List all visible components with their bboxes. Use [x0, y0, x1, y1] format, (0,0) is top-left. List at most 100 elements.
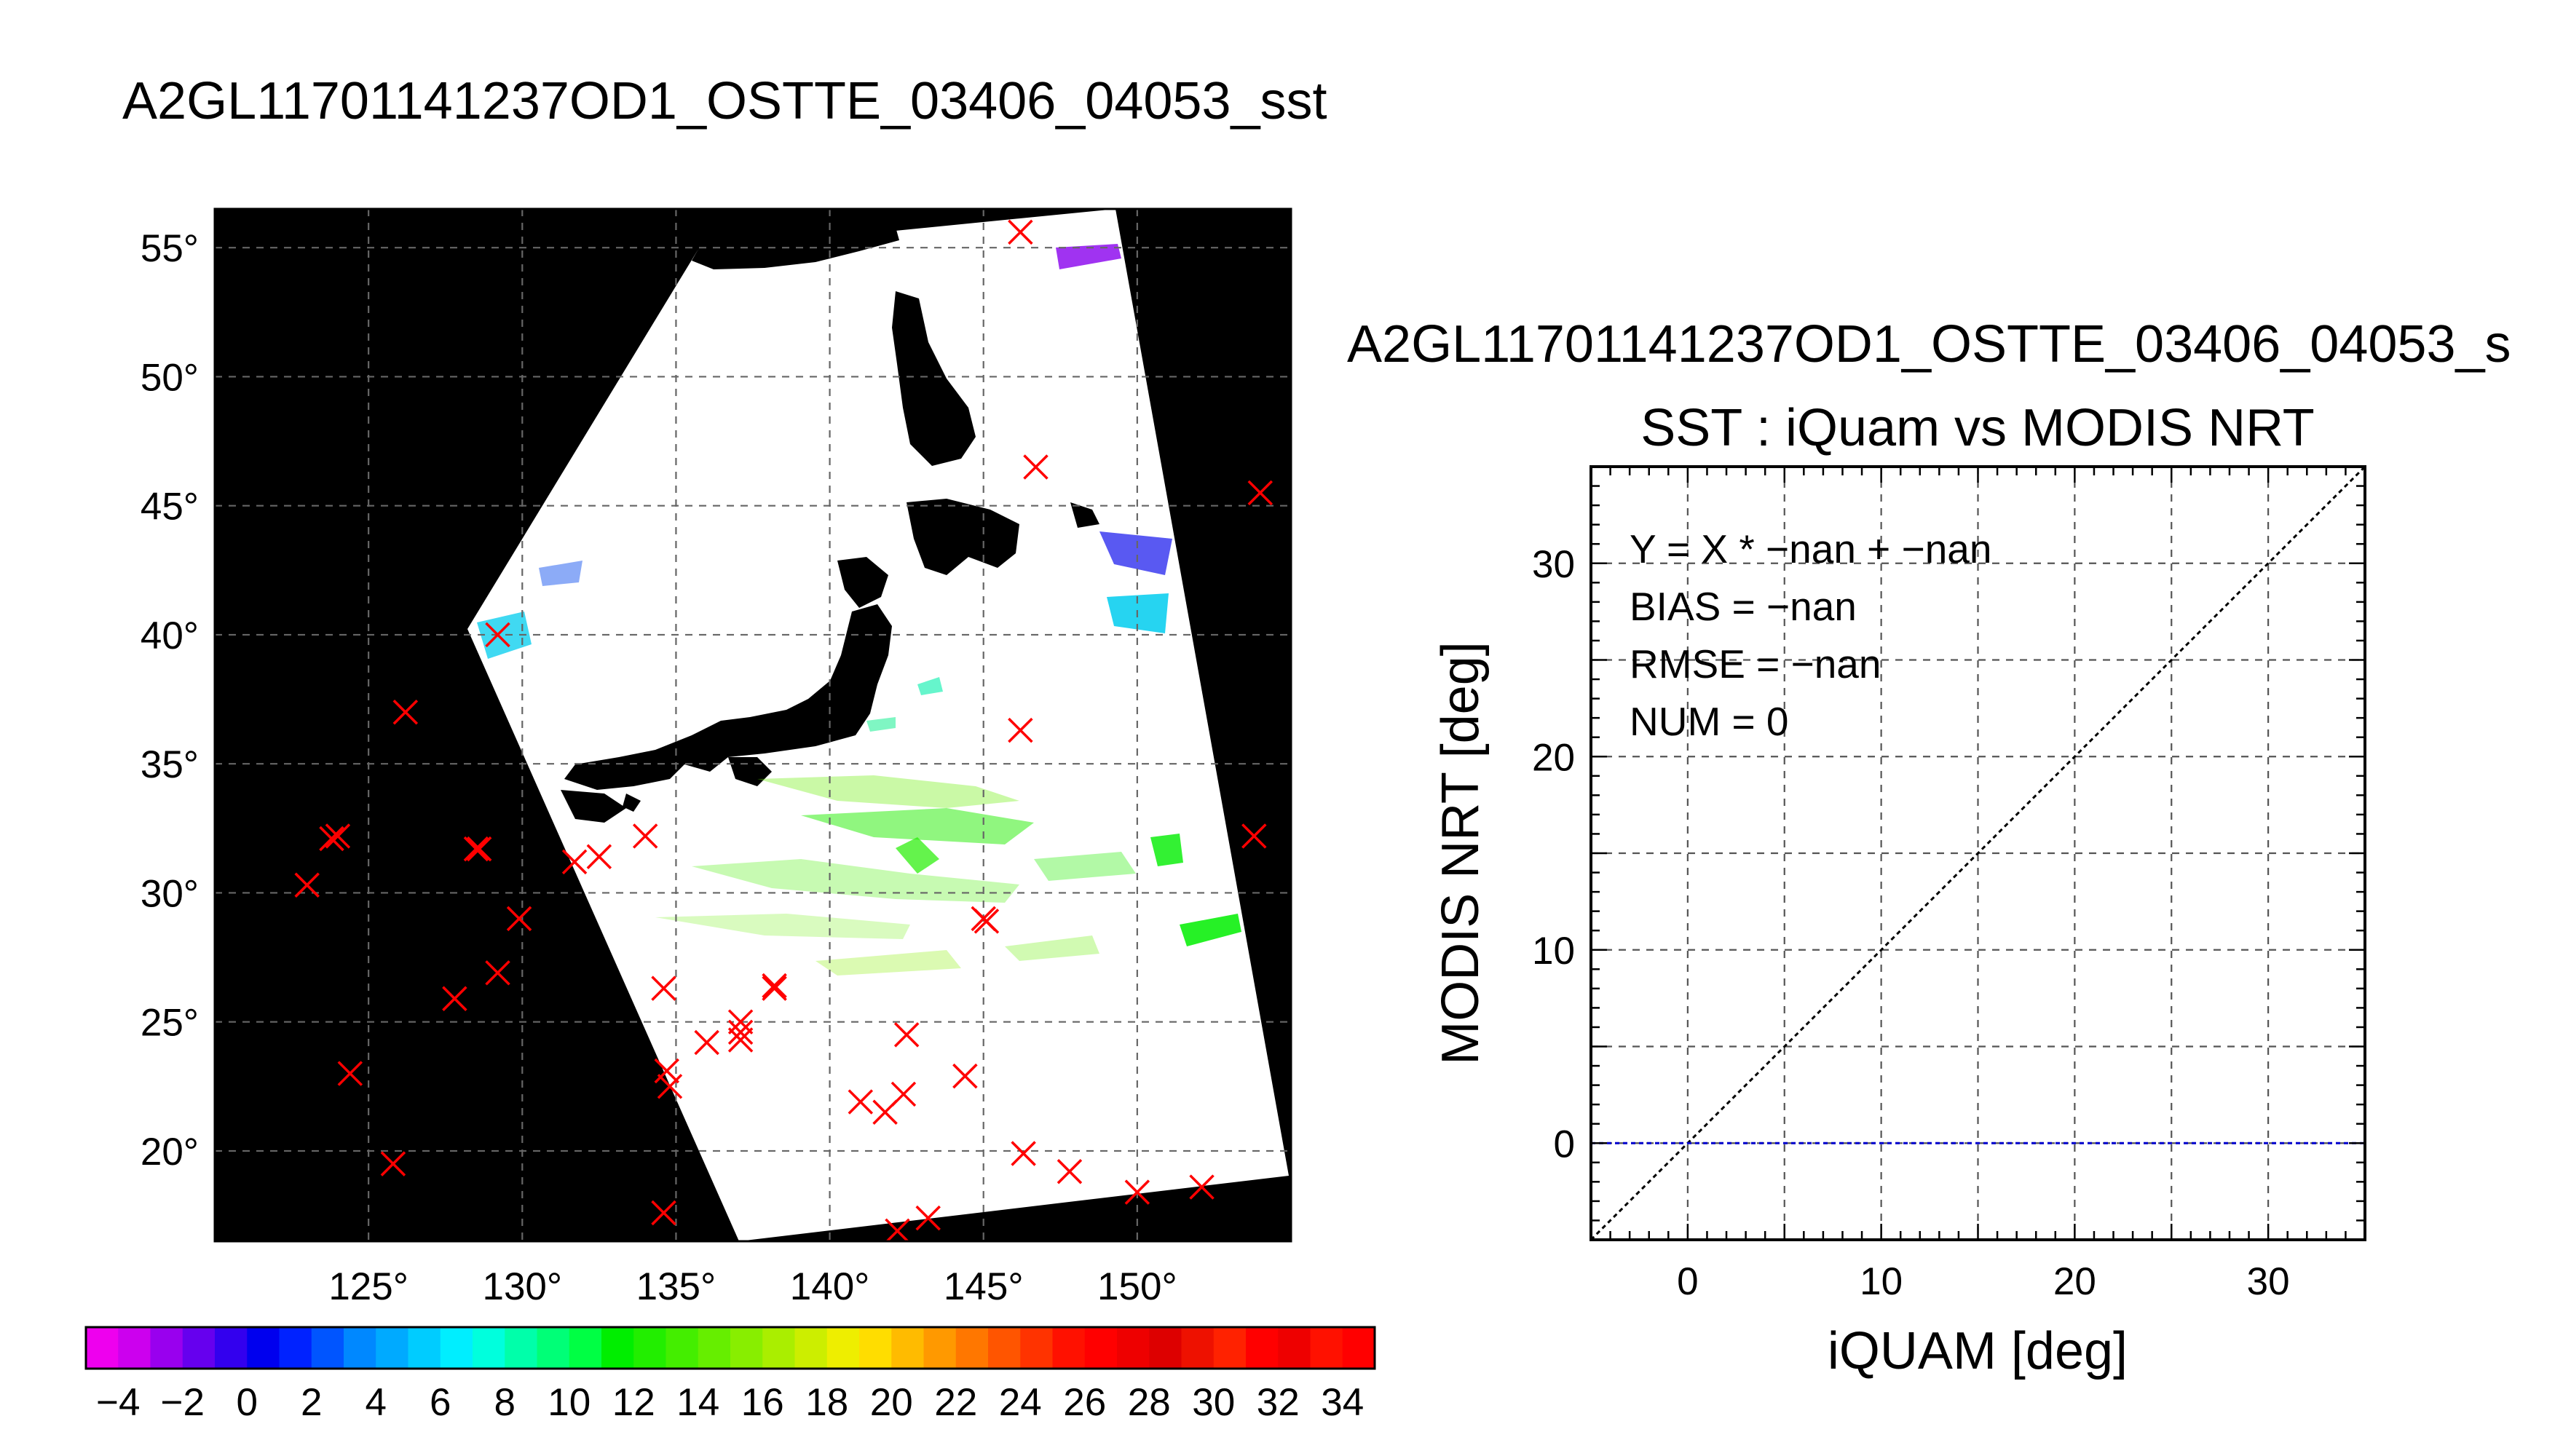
matchup-marker	[952, 1063, 978, 1089]
colorbar-swatch	[505, 1327, 538, 1369]
scatter-y-tick-10: 10	[1532, 930, 1575, 973]
colorbar-swatch	[279, 1327, 312, 1369]
matchup-marker	[971, 906, 996, 932]
matchup-marker	[727, 1009, 754, 1034]
matchup-marker	[319, 826, 344, 852]
map-grid	[215, 209, 1291, 1241]
map-lon-tick-145: 145°	[944, 1265, 1024, 1308]
matchup-marker	[632, 823, 658, 849]
colorbar-swatch	[826, 1327, 860, 1369]
map-lat-tick-50: 50°	[141, 356, 199, 399]
matchup-marker	[463, 836, 489, 862]
colorbar-swatch	[955, 1327, 989, 1369]
map-lat-tick-20: 20°	[141, 1131, 199, 1174]
colorbar-tick: 0	[237, 1381, 258, 1424]
matchup-marker	[561, 849, 588, 875]
stats-rmse: RMSE = −nan	[1630, 641, 1881, 687]
matchup-marker	[762, 973, 787, 999]
matchup-marker	[325, 823, 351, 849]
colorbar-swatch	[794, 1327, 828, 1369]
colorbar-tick: 12	[612, 1381, 655, 1424]
scatter-y-tick-0: 0	[1554, 1123, 1575, 1166]
scatter-title: SST : iQuam vs MODIS NRT	[1640, 399, 2315, 457]
scatter-plot: 0 10 20 30 0 10 20 30	[1532, 465, 2366, 1303]
matchup-marker	[586, 844, 612, 870]
scatter-file-title: A2GL11701141237OD1_OSTTE_03406_04053_s	[1347, 315, 2511, 373]
map-title: A2GL11701141237OD1_OSTTE_03406_04053_sst	[122, 72, 1327, 130]
colorbar-swatch	[1084, 1327, 1118, 1369]
scatter-x-tick-10: 10	[1860, 1260, 1903, 1303]
scatter-y-tick-20: 20	[1532, 736, 1575, 779]
colorbar-swatch	[344, 1327, 376, 1369]
colorbar-tick: 8	[494, 1381, 516, 1424]
matchup-marker	[762, 976, 787, 1001]
colorbar-swatch	[311, 1327, 344, 1369]
map-lon-tick-135: 135°	[636, 1265, 716, 1308]
colorbar-swatch	[859, 1327, 892, 1369]
matchup-marker	[915, 1205, 941, 1231]
colorbar-tick: 30	[1192, 1381, 1235, 1424]
matchup-marker	[891, 1081, 917, 1107]
matchup-marker	[651, 1200, 676, 1226]
one-to-one-line	[1591, 467, 2365, 1240]
matchup-marker	[294, 872, 320, 898]
colorbar-frame	[84, 1326, 1376, 1370]
colorbar-swatch	[118, 1327, 151, 1369]
colorbar-tick: 18	[805, 1381, 848, 1424]
map-frame	[213, 207, 1292, 1243]
matchup-marker	[885, 1218, 910, 1241]
matchup-marker	[651, 976, 676, 1001]
matchup-marker	[466, 836, 492, 862]
scatter-x-tick-20: 20	[2053, 1260, 2096, 1303]
colorbar-tick: 26	[1063, 1381, 1106, 1424]
colorbar-swatch	[633, 1327, 667, 1369]
map-lon-tick-130: 130°	[482, 1265, 562, 1308]
scatter-y-tick-30: 30	[1532, 543, 1575, 586]
map-lat-tick-55: 55°	[141, 227, 199, 270]
colorbar-swatch	[86, 1327, 119, 1369]
colorbar-swatch	[247, 1327, 280, 1369]
stats-box: Y = X * −nan + −nan BIAS = −nan RMSE = −…	[1630, 526, 1991, 744]
map-lat-tick-30: 30°	[141, 872, 199, 915]
map-lat-tick-40: 40°	[141, 614, 199, 657]
colorbar-swatch	[182, 1327, 216, 1369]
scatter-frame	[1590, 465, 2366, 1241]
colorbar-swatch	[215, 1327, 248, 1369]
sst-pixels	[477, 244, 1241, 976]
matchup-marker	[848, 1089, 874, 1115]
colorbar-tick: 34	[1321, 1381, 1364, 1424]
map-lon-tick-125: 125°	[328, 1265, 408, 1308]
matchup-marker	[442, 986, 467, 1012]
colorbar-tick: 32	[1257, 1381, 1300, 1424]
matchup-marker	[337, 1061, 363, 1086]
colorbar-swatch	[923, 1327, 957, 1369]
x-axis-label: iQUAM [deg]	[1828, 1322, 2128, 1380]
colorbar-swatch	[537, 1327, 570, 1369]
matchup-marker	[657, 1074, 683, 1099]
colorbar-tick: 2	[301, 1381, 322, 1424]
colorbar-swatch	[376, 1327, 409, 1369]
colorbar-swatch	[762, 1327, 796, 1369]
colorbar-swatch	[730, 1327, 763, 1369]
map-lon-tick-150: 150°	[1097, 1265, 1177, 1308]
y-axis-label: MODIS NRT [deg]	[1431, 641, 1490, 1065]
matchup-marker	[1057, 1159, 1083, 1184]
colorbar-swatch	[1310, 1327, 1343, 1369]
matchup-marker	[485, 960, 510, 986]
colorbar-tick: 14	[676, 1381, 719, 1424]
colorbar-tick: 16	[741, 1381, 784, 1424]
colorbar-swatch	[408, 1327, 441, 1369]
colorbar-swatch	[150, 1327, 183, 1369]
map-tick-labels: 125° 130° 135° 140° 145° 150° 20° 25° 30° 35° 40° 4…	[141, 227, 1177, 1308]
matchup-marker	[1189, 1174, 1215, 1200]
matchup-marker	[1008, 219, 1033, 245]
colorbar-swatch	[569, 1327, 602, 1369]
matchup-marker	[727, 1027, 754, 1053]
matchup-marker	[506, 906, 532, 932]
matchup-markers	[294, 219, 1273, 1241]
colorbar-swatch	[1278, 1327, 1311, 1369]
colorbar-swatch	[698, 1327, 731, 1369]
colorbar-swatch	[1149, 1327, 1182, 1369]
colorbar-swatch	[601, 1327, 634, 1369]
stats-num: NUM = 0	[1630, 699, 1789, 744]
